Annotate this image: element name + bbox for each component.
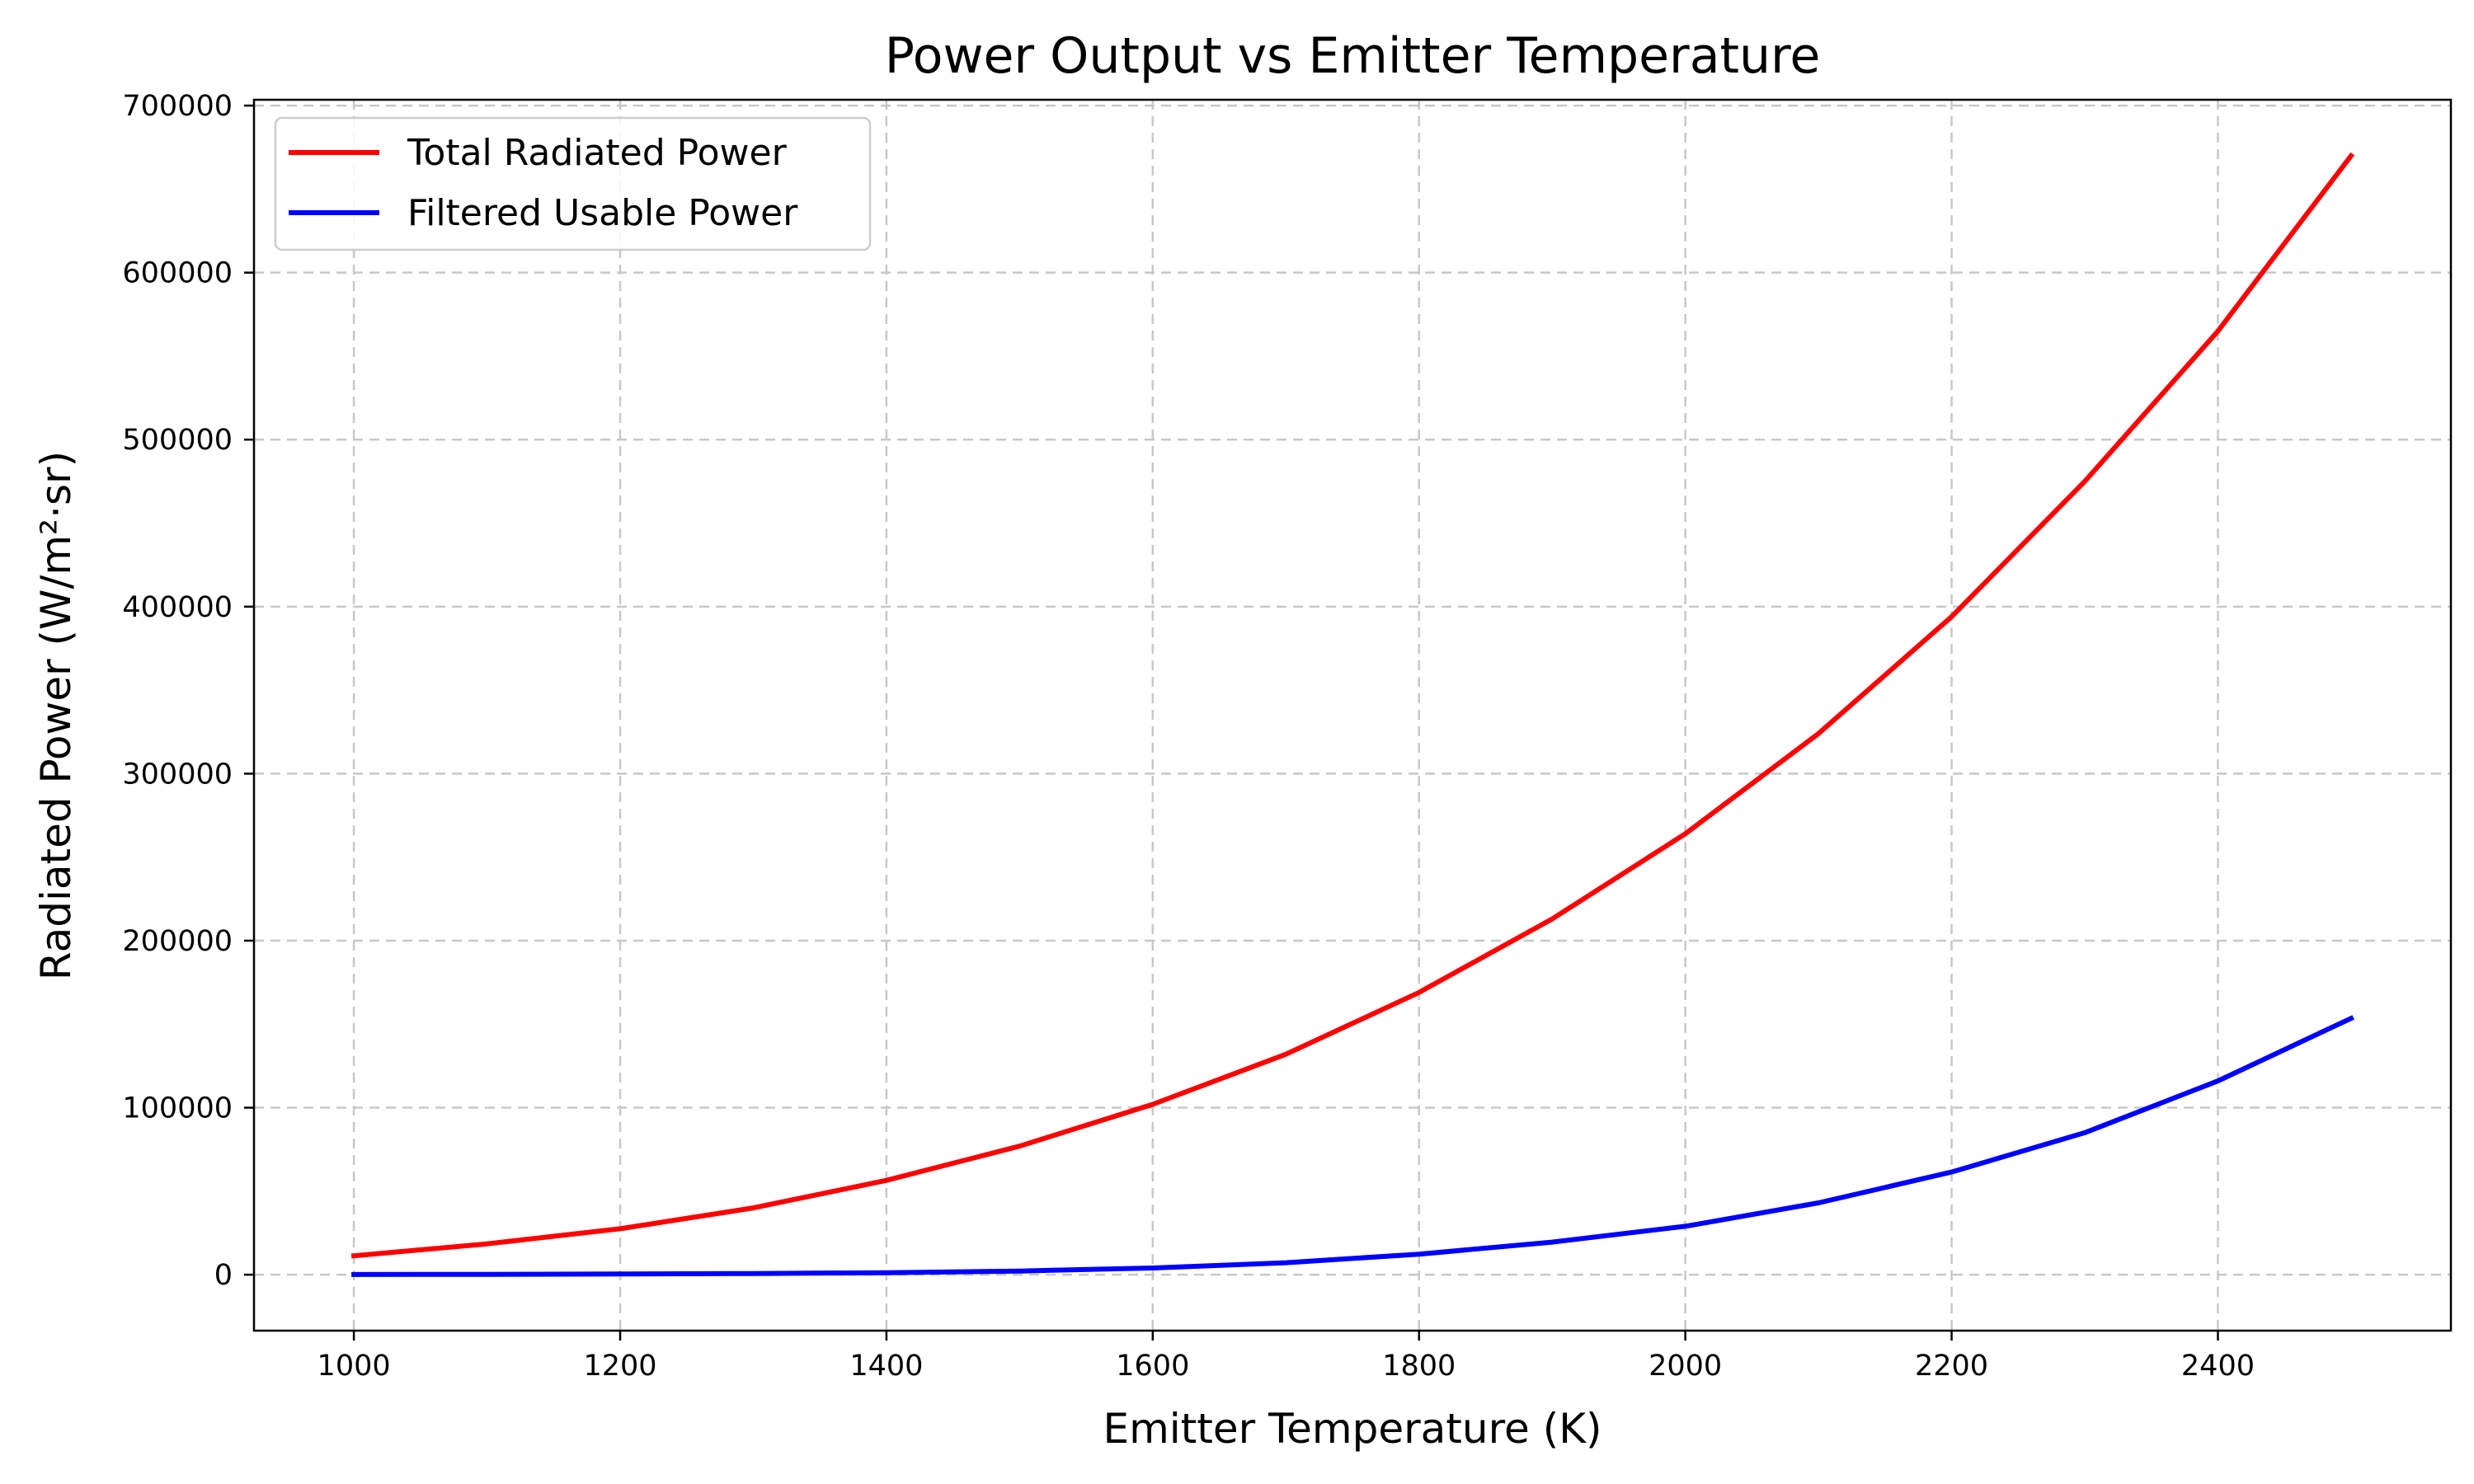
y-tick-label: 300000	[122, 758, 233, 791]
legend-box	[274, 116, 872, 251]
y-tick-label: 500000	[122, 424, 233, 457]
chart-title: Power Output vs Emitter Temperature	[885, 27, 1821, 85]
y-tick-label: 0	[214, 1259, 233, 1292]
x-tick-label: 1200	[583, 1350, 656, 1383]
y-tick-label: 400000	[122, 591, 233, 624]
y-tick-label: 100000	[122, 1092, 233, 1125]
y-axis-title: Radiated Power (W/m²·sr)	[32, 451, 80, 980]
plot-frame	[252, 98, 2453, 1332]
x-axis-title: Emitter Temperature (K)	[1103, 1405, 1602, 1453]
x-tick-label: 1800	[1382, 1350, 1456, 1383]
y-tick-label: 600000	[122, 257, 233, 290]
x-tick-label: 1400	[849, 1350, 923, 1383]
x-tick-label: 2000	[1649, 1350, 1722, 1383]
series-line-filtered-usable-power	[351, 1015, 2354, 1277]
legend-label-filtered-usable-power: Filtered Usable Power	[407, 192, 798, 234]
y-axis: 0 100000 200000 300000 400000 500000 600000 700…	[122, 90, 254, 1292]
x-tick-label: 1600	[1116, 1350, 1189, 1383]
y-tick-label: 700000	[122, 90, 233, 123]
series-lines	[350, 152, 2355, 1277]
legend: Total Radiated Power Filtered Usable Pow…	[274, 116, 872, 251]
x-tick-label: 2400	[2181, 1350, 2255, 1383]
x-tick-label: 2200	[1915, 1350, 1988, 1383]
x-tick-label: 1000	[317, 1350, 391, 1383]
legend-label-total-radiated-power: Total Radiated Power	[407, 132, 788, 174]
series-line-total-radiated-power	[350, 152, 2355, 1259]
x-axis: 1000 1200 1400 1600 1800 2000 2200 2400	[317, 1331, 2255, 1383]
y-tick-label: 200000	[122, 925, 233, 958]
